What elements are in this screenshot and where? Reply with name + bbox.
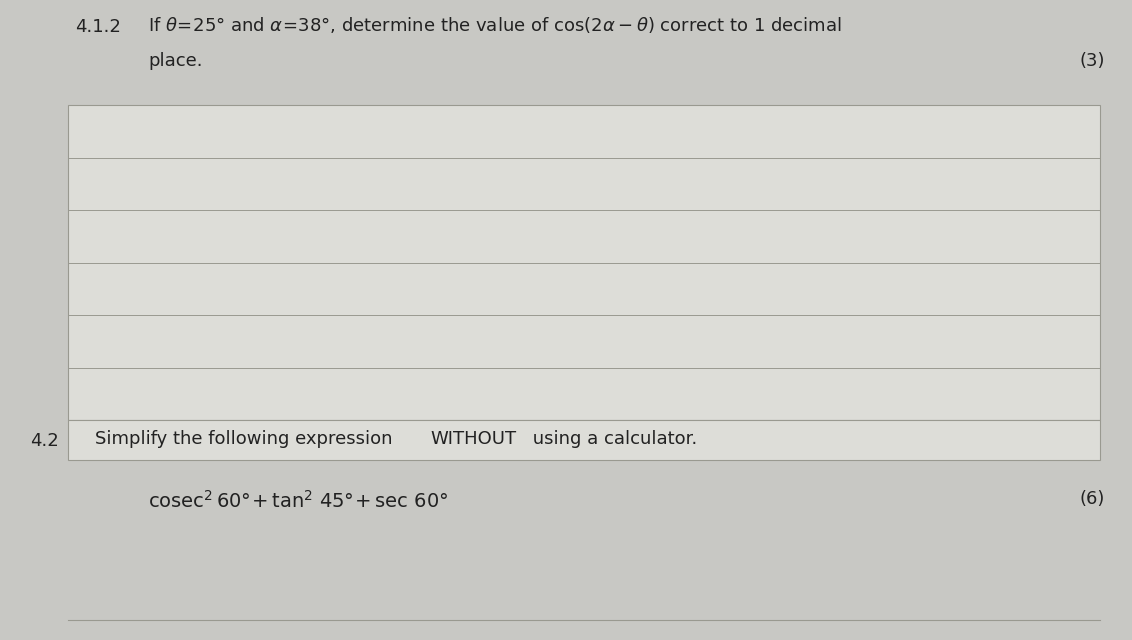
Text: WITHOUT: WITHOUT	[430, 430, 516, 448]
Text: place.: place.	[148, 52, 203, 70]
Text: (3): (3)	[1080, 52, 1105, 70]
Text: Simplify the following expression: Simplify the following expression	[95, 430, 398, 448]
Text: using a calculator.: using a calculator.	[528, 430, 697, 448]
Bar	[68, 105, 1100, 420]
Text: If $\theta\!=\!25°$ and $\alpha\!=\!38°$, determine the value of $\mathrm{cos}(2: If $\theta\!=\!25°$ and $\alpha\!=\!38°$…	[148, 15, 841, 35]
Text: $\mathrm{cosec}^2\,60°\!+\tan^2\,45°\!+\sec\,60°$: $\mathrm{cosec}^2\,60°\!+\tan^2\,45°\!+\…	[148, 490, 448, 512]
Bar	[68, 420, 1100, 460]
Text: (6): (6)	[1080, 490, 1105, 508]
Text: 4.1.2: 4.1.2	[75, 18, 121, 36]
Text: 4.2: 4.2	[31, 432, 59, 450]
